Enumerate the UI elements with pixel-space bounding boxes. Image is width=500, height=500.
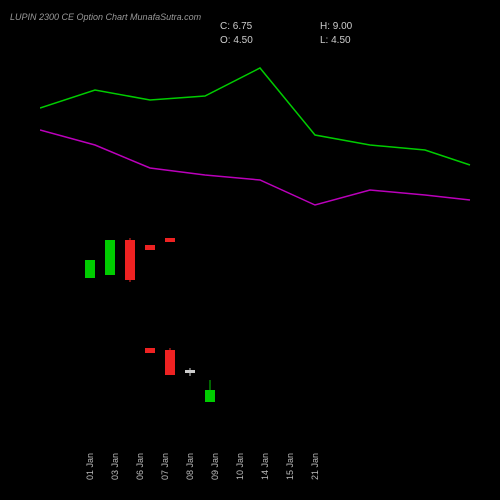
candle-body bbox=[105, 240, 115, 275]
candle-body bbox=[205, 390, 215, 402]
open-value: 4.50 bbox=[233, 35, 252, 46]
x-axis-label: 15 Jan bbox=[285, 453, 295, 480]
lower-line bbox=[40, 130, 470, 205]
x-axis-labels: 01 Jan 03 Jan 06 Jan 07 Jan 08 Jan 09 Jan 10 J… bbox=[40, 440, 480, 490]
high-value: 9.00 bbox=[333, 21, 352, 32]
x-axis-label: 01 Jan bbox=[85, 453, 95, 480]
x-axis-label: 08 Jan bbox=[185, 453, 195, 480]
candle-body bbox=[185, 370, 195, 373]
candle-body bbox=[165, 238, 175, 242]
low-value: 4.50 bbox=[331, 35, 350, 46]
chart-area bbox=[40, 50, 480, 430]
candle-body bbox=[145, 348, 155, 353]
x-axis-label: 10 Jan bbox=[235, 453, 245, 480]
high-label: H: bbox=[320, 21, 330, 32]
candle-body bbox=[125, 240, 135, 280]
chart-title: LUPIN 2300 CE Option Chart MunafaSutra.c… bbox=[10, 12, 201, 22]
x-axis-label: 03 Jan bbox=[110, 453, 120, 480]
x-axis-label: 09 Jan bbox=[210, 453, 220, 480]
candle-body bbox=[145, 245, 155, 250]
open-label: O: bbox=[220, 35, 231, 46]
chart-svg bbox=[40, 50, 480, 430]
x-axis-label: 14 Jan bbox=[260, 453, 270, 480]
close-label: C: bbox=[220, 21, 230, 32]
x-axis-label: 07 Jan bbox=[160, 453, 170, 480]
upper-line bbox=[40, 68, 470, 165]
x-axis-label: 21 Jan bbox=[310, 453, 320, 480]
close-value: 6.75 bbox=[233, 21, 252, 32]
candle-body bbox=[85, 260, 95, 278]
ohlc-high-low: H: 9.00 L: 4.50 bbox=[320, 20, 352, 48]
ohlc-close-open: C: 6.75 O: 4.50 bbox=[220, 20, 253, 48]
x-axis-label: 06 Jan bbox=[135, 453, 145, 480]
low-label: L: bbox=[320, 35, 328, 46]
candle-body bbox=[165, 350, 175, 375]
